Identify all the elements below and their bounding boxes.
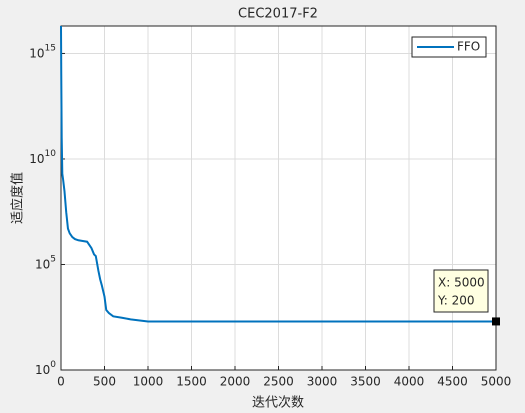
x-tick-label: 1500 [176, 375, 207, 389]
datatip-text: X: 5000 [438, 276, 485, 290]
chart-title: CEC2017-F2 [238, 7, 318, 22]
y-tick-label: 100 [35, 360, 56, 377]
y-axis-label: 适应度值 [10, 172, 26, 224]
legend-label: FFO [457, 40, 480, 54]
datatip-text: Y: 200 [437, 294, 475, 308]
x-tick-label: 3500 [350, 375, 381, 389]
x-tick-label: 1000 [133, 375, 164, 389]
y-tick-label: 1010 [29, 148, 56, 165]
datatip-marker [492, 317, 500, 326]
x-tick-label: 500 [93, 375, 116, 389]
axes-box [60, 25, 497, 371]
x-tick-label: 4000 [394, 375, 425, 389]
datatip-box [433, 269, 489, 313]
x-axis-label: 迭代次数 [252, 395, 304, 411]
x-tick-label: 2000 [220, 375, 251, 389]
y-tick-label: 1015 [29, 43, 56, 60]
x-tick-label: 4500 [437, 375, 468, 389]
y-tick-label: 105 [35, 254, 56, 271]
x-tick-label: 0 [57, 375, 65, 389]
x-tick-label: 3000 [307, 375, 338, 389]
data-line [60, 25, 496, 323]
x-tick-label: 2500 [263, 375, 294, 389]
x-tick-label: 5000 [481, 375, 512, 389]
